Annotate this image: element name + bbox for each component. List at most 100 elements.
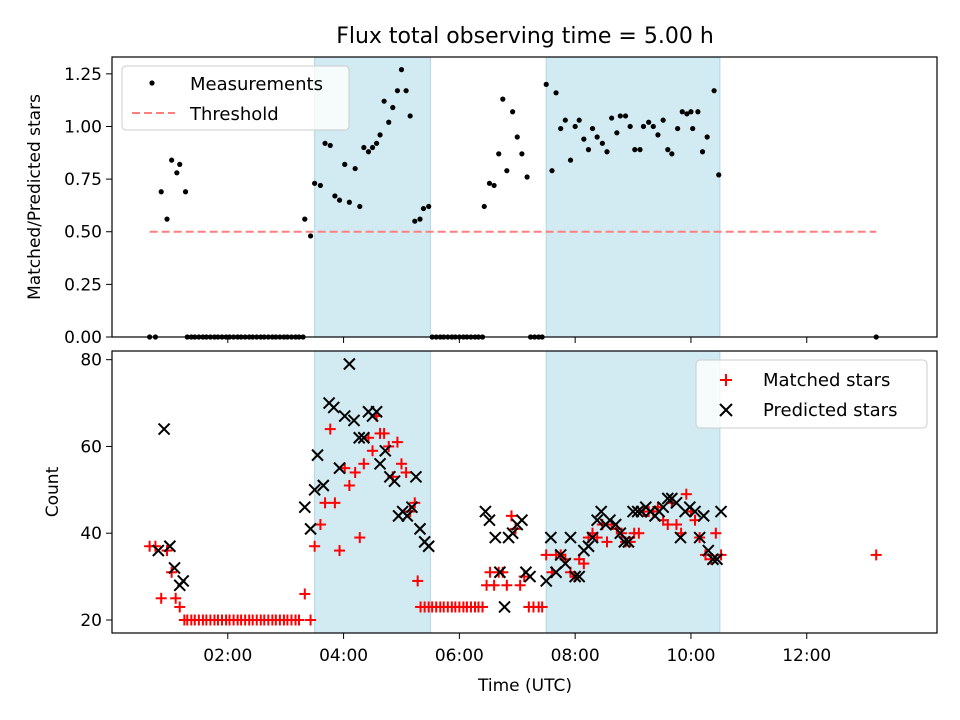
predicted-star-point-b bbox=[357, 431, 371, 444]
predicted-star-point bbox=[177, 574, 190, 588]
predicted-star-point-b bbox=[163, 540, 177, 553]
measurement-point bbox=[660, 117, 666, 123]
predicted-star-point-b bbox=[338, 409, 351, 423]
predicted-star-point bbox=[422, 540, 435, 553]
predicted-star-point bbox=[304, 522, 317, 536]
predicted-star-point bbox=[405, 500, 419, 514]
measurement-point bbox=[704, 134, 710, 140]
measurement-point bbox=[627, 123, 633, 130]
matched-star-point bbox=[710, 527, 722, 539]
measurement-point bbox=[695, 109, 701, 115]
predicted-star-point-b bbox=[498, 600, 511, 614]
predicted-star-point bbox=[710, 553, 724, 566]
matched-star-point bbox=[155, 592, 167, 604]
predicted-star-point bbox=[401, 509, 414, 523]
predicted-star-point bbox=[163, 540, 177, 553]
matched-star-point bbox=[354, 532, 366, 544]
measurement-point bbox=[426, 203, 432, 210]
matched-star-point bbox=[161, 545, 173, 557]
measurement-point bbox=[553, 90, 559, 96]
predicted-star-point bbox=[317, 479, 330, 492]
measurement-point bbox=[403, 88, 409, 94]
y-tick-label: 0.00 bbox=[64, 328, 102, 348]
predicted-star-point-b bbox=[152, 544, 165, 557]
measurement-point bbox=[599, 140, 605, 146]
predicted-star-point bbox=[693, 531, 706, 544]
measurement-point bbox=[174, 170, 180, 176]
predicted-star-point bbox=[506, 527, 519, 540]
predicted-star-point-b bbox=[702, 544, 715, 557]
predicted-star-point-b bbox=[631, 505, 644, 518]
predicted-star-point bbox=[493, 566, 507, 579]
matched-star-point bbox=[680, 488, 692, 500]
matched-star-point bbox=[378, 427, 390, 439]
y-tick-label: 1.25 bbox=[64, 65, 102, 85]
predicted-star-point-b bbox=[622, 535, 635, 549]
measurement-point bbox=[398, 67, 405, 73]
matched-star-point bbox=[339, 462, 351, 474]
matched-star-point bbox=[329, 497, 341, 509]
measurement-point bbox=[496, 151, 502, 157]
measurement-point bbox=[369, 144, 376, 151]
predicted-star-point-b bbox=[568, 570, 582, 583]
predicted-star-point-b bbox=[379, 444, 392, 457]
measurement-point bbox=[373, 140, 380, 146]
top-shaded-regions bbox=[314, 56, 721, 338]
predicted-star-point bbox=[523, 570, 537, 583]
measurement-point bbox=[332, 193, 338, 199]
predicted-star-point-b bbox=[582, 540, 595, 553]
measurement-point bbox=[594, 134, 600, 140]
measurement-point bbox=[312, 180, 318, 186]
predicted-star-point-b bbox=[373, 457, 387, 471]
matched-star-point bbox=[514, 579, 526, 591]
matched-star-point bbox=[170, 592, 182, 604]
predicted-star-point-b bbox=[409, 470, 423, 484]
x-tick-label: 04:00 bbox=[319, 646, 368, 666]
measurement-point bbox=[589, 125, 596, 132]
predicted-star-point bbox=[338, 409, 351, 423]
matched-star-point bbox=[367, 445, 379, 457]
predicted-star-point-b bbox=[586, 531, 599, 544]
predicted-star-point-b bbox=[157, 422, 171, 436]
measurement-point bbox=[386, 119, 392, 125]
matched-star-point bbox=[293, 614, 305, 626]
measurement-point bbox=[614, 130, 620, 136]
predicted-star-point bbox=[413, 522, 427, 536]
top-panel: Flux total observing time = 5.00 h 0.000… bbox=[25, 24, 938, 348]
predicted-star-point-b bbox=[401, 509, 414, 523]
predicted-star-point bbox=[559, 557, 572, 570]
measurement-point bbox=[572, 123, 578, 130]
measurement-point bbox=[524, 174, 530, 180]
measurement-point bbox=[336, 197, 343, 203]
measurement-point bbox=[655, 132, 661, 138]
top-x-axis-ticks bbox=[227, 337, 808, 343]
predicted-star-point-b bbox=[573, 570, 586, 583]
legend-measurements-label: Measurements bbox=[190, 74, 323, 95]
predicted-star-point-b bbox=[559, 557, 572, 570]
predicted-star-point-b bbox=[706, 553, 720, 566]
measurement-point bbox=[665, 147, 671, 153]
matched-star-point bbox=[166, 566, 178, 578]
y-tick-label: 1.00 bbox=[64, 117, 102, 137]
predicted-star-point-b bbox=[177, 574, 190, 588]
measurement-point bbox=[365, 149, 372, 155]
predicted-star-point bbox=[515, 513, 529, 527]
predicted-star-point-b bbox=[405, 500, 419, 514]
measurement-point bbox=[164, 216, 170, 222]
predicted-star-point bbox=[688, 505, 702, 518]
predicted-star-point bbox=[498, 600, 511, 614]
y-tick-label: 0.75 bbox=[64, 170, 102, 190]
predicted-star-point-b bbox=[603, 513, 617, 527]
measurement-point bbox=[302, 216, 308, 222]
measurement-point bbox=[646, 119, 652, 125]
predicted-star-point-b bbox=[693, 531, 706, 544]
measurement-point bbox=[500, 96, 506, 102]
measurement-point bbox=[346, 199, 352, 205]
predicted-star-point bbox=[373, 457, 387, 471]
predicted-star-point bbox=[347, 414, 361, 427]
predicted-star-point-b bbox=[674, 531, 687, 544]
predicted-star-point-b bbox=[564, 531, 577, 544]
measurement-point bbox=[640, 123, 647, 130]
